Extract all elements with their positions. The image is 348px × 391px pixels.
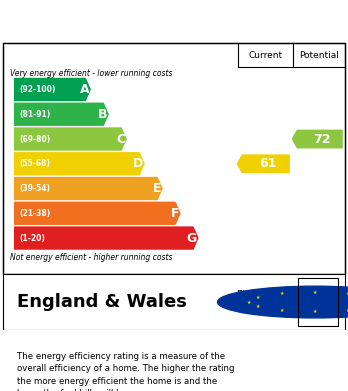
Text: (92-100): (92-100) (19, 85, 56, 94)
Text: Very energy efficient - lower running costs: Very energy efficient - lower running co… (10, 69, 173, 78)
Polygon shape (14, 127, 127, 151)
Text: Energy Efficiency Rating: Energy Efficiency Rating (60, 11, 288, 30)
Text: The energy efficiency rating is a measure of the
overall efficiency of a home. T: The energy efficiency rating is a measur… (17, 352, 235, 391)
Text: A: A (80, 83, 89, 96)
Text: Current: Current (249, 50, 283, 59)
Text: 72: 72 (313, 133, 330, 145)
Text: EU Directive
2002/91/EC: EU Directive 2002/91/EC (237, 289, 293, 309)
Text: Not energy efficient - higher running costs: Not energy efficient - higher running co… (10, 253, 173, 262)
Polygon shape (237, 154, 290, 173)
Text: (1-20): (1-20) (19, 233, 45, 242)
Polygon shape (292, 129, 343, 149)
Polygon shape (14, 226, 199, 250)
Text: C: C (116, 133, 125, 145)
Text: ★: ★ (247, 300, 251, 305)
Text: (69-80): (69-80) (19, 135, 50, 143)
Text: ★: ★ (346, 308, 348, 313)
Circle shape (218, 286, 348, 318)
Text: ★: ★ (346, 291, 348, 296)
Text: (55-68): (55-68) (19, 159, 50, 168)
Polygon shape (14, 202, 181, 225)
Text: G: G (187, 231, 197, 244)
Text: 61: 61 (259, 157, 276, 170)
Text: Potential: Potential (299, 50, 339, 59)
Text: (39-54): (39-54) (19, 184, 50, 193)
Text: ★: ★ (255, 295, 260, 300)
Polygon shape (14, 78, 91, 101)
Polygon shape (14, 152, 145, 176)
Text: ★: ★ (280, 291, 284, 296)
Text: ★: ★ (255, 305, 260, 309)
Text: ★: ★ (313, 309, 317, 314)
Polygon shape (14, 102, 109, 126)
Text: (81-91): (81-91) (19, 110, 50, 119)
Polygon shape (14, 177, 163, 200)
Text: F: F (171, 207, 179, 220)
Text: B: B (98, 108, 107, 121)
Text: ★: ★ (280, 308, 284, 313)
Text: (21-38): (21-38) (19, 209, 50, 218)
Text: E: E (152, 182, 161, 195)
Text: D: D (133, 157, 143, 170)
Text: England & Wales: England & Wales (17, 293, 187, 311)
Text: ★: ★ (313, 290, 317, 295)
